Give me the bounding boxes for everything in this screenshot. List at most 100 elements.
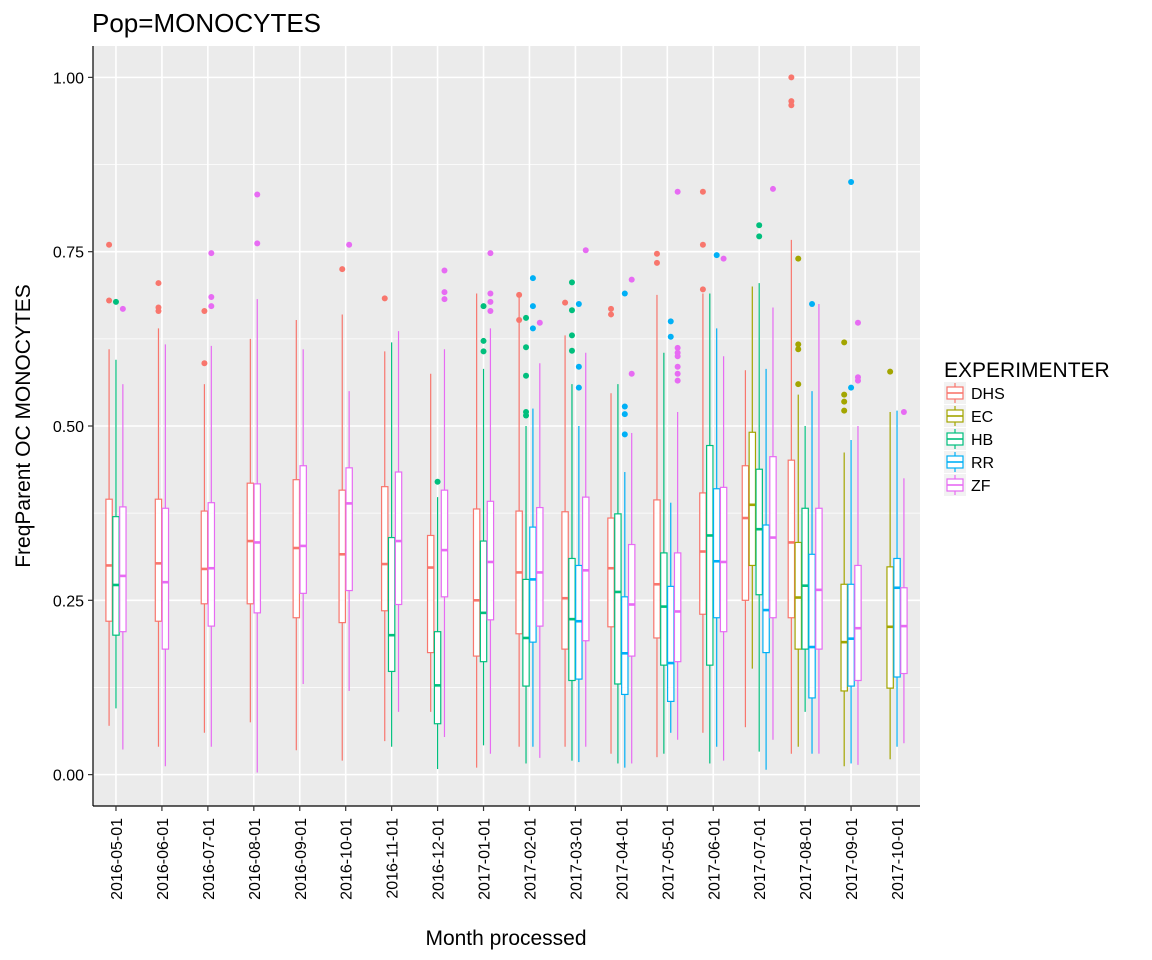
outlier-point bbox=[568, 279, 575, 286]
box-HB-2017-08-01 bbox=[801, 426, 809, 712]
legend-label-EC: EC bbox=[971, 409, 993, 426]
outlier-point bbox=[346, 241, 353, 248]
legend-label-RR: RR bbox=[971, 455, 994, 472]
outlier-point bbox=[441, 296, 448, 303]
legend: EXPERIMENTER DHS EC HB RR ZF bbox=[944, 359, 1110, 496]
outlier-point bbox=[795, 255, 802, 262]
outlier-point bbox=[201, 360, 208, 367]
outlier-point bbox=[523, 314, 530, 321]
box-iqr bbox=[161, 507, 170, 650]
outlier-point bbox=[155, 307, 162, 314]
outlier-point bbox=[516, 291, 523, 298]
box-ZF-2017-01-01 bbox=[486, 250, 495, 754]
outlier-point bbox=[788, 98, 795, 105]
outlier-point bbox=[155, 280, 162, 287]
outlier-point bbox=[887, 368, 894, 375]
box-DHS-2017-04-01 bbox=[607, 305, 615, 754]
outlier-point bbox=[254, 191, 261, 198]
outlier-point bbox=[208, 250, 215, 257]
box-iqr bbox=[840, 583, 848, 692]
x-tick-label: 2016-06-01 bbox=[155, 818, 172, 900]
box-HB-2017-01-01 bbox=[479, 303, 488, 746]
box-ZF-2016-07-01 bbox=[207, 250, 216, 747]
box-iqr bbox=[847, 583, 855, 687]
outlier-point bbox=[756, 222, 763, 229]
x-tick-label: 2017-02-01 bbox=[522, 818, 539, 900]
box-iqr bbox=[660, 552, 668, 666]
outlier-point bbox=[119, 305, 126, 312]
box-HB-2017-03-01 bbox=[568, 279, 576, 761]
box-DHS-2016-12-01 bbox=[426, 373, 435, 712]
box-iqr bbox=[380, 486, 389, 612]
outlier-point bbox=[720, 255, 727, 262]
box-iqr bbox=[529, 526, 537, 643]
outlier-point bbox=[480, 303, 487, 310]
outlier-point bbox=[848, 384, 855, 391]
box-iqr bbox=[801, 507, 809, 650]
box-ZF-2017-06-01 bbox=[719, 255, 728, 761]
box-ZF-2017-02-01 bbox=[536, 319, 544, 758]
box-iqr bbox=[893, 557, 901, 678]
box-iqr bbox=[581, 496, 590, 642]
box-iqr bbox=[105, 498, 113, 622]
box-HB-2016-12-01 bbox=[433, 478, 442, 770]
box-iqr bbox=[387, 536, 396, 673]
box-ZF-2016-06-01 bbox=[161, 344, 170, 767]
outlier-point bbox=[674, 188, 681, 195]
outlier-point bbox=[523, 412, 530, 419]
box-iqr bbox=[627, 543, 636, 657]
box-iqr bbox=[486, 500, 495, 621]
outlier-point bbox=[795, 346, 802, 353]
outlier-point bbox=[575, 300, 582, 307]
legend-item-DHS: DHS bbox=[944, 382, 1005, 404]
outlier-point bbox=[529, 303, 536, 310]
outlier-point bbox=[487, 250, 494, 257]
box-ZF-2017-09-01 bbox=[854, 319, 862, 765]
outlier-point bbox=[653, 259, 660, 266]
x-tick-labels: 2016-05-01 2016-06-01 2016-07-01 2016-08-01… bbox=[109, 806, 907, 900]
x-tick-label: 2017-03-01 bbox=[568, 818, 585, 900]
box-iqr bbox=[440, 489, 449, 598]
outlier-point bbox=[854, 377, 861, 384]
outlier-point bbox=[480, 337, 487, 344]
y-tick-label: 0.00 bbox=[53, 768, 84, 785]
outlier-point bbox=[788, 102, 795, 109]
outlier-point bbox=[529, 275, 536, 282]
legend-title: EXPERIMENTER bbox=[944, 359, 1110, 382]
box-ZF-2017-03-01 bbox=[581, 247, 590, 747]
y-tick-label: 0.75 bbox=[53, 245, 84, 262]
chart-title: Pop=MONOCYTES bbox=[92, 8, 321, 38]
x-tick-label: 2016-12-01 bbox=[431, 818, 448, 900]
box-iqr bbox=[607, 517, 615, 628]
outlier-point bbox=[674, 370, 681, 377]
box-iqr bbox=[653, 499, 661, 639]
y-tick-labels: 0.00 0.25 0.50 0.75 1.00 bbox=[53, 70, 93, 785]
box-iqr bbox=[706, 444, 714, 666]
outlier-point bbox=[841, 339, 848, 346]
box-iqr bbox=[299, 465, 307, 594]
outlier-point bbox=[699, 241, 706, 248]
box-iqr bbox=[699, 492, 707, 615]
box-ZF-2017-10-01 bbox=[900, 409, 908, 744]
box-RR-2017-02-01 bbox=[529, 275, 537, 747]
outlier-point bbox=[381, 295, 388, 302]
x-tick-label: 2017-08-01 bbox=[798, 818, 815, 900]
box-ZF-2016-05-01 bbox=[119, 305, 127, 750]
outlier-point bbox=[621, 290, 628, 297]
legend-items: DHS EC HB RR ZF bbox=[944, 382, 1005, 496]
outlier-point bbox=[487, 298, 494, 305]
box-iqr bbox=[394, 471, 403, 606]
outlier-point bbox=[674, 344, 681, 351]
box-iqr bbox=[119, 506, 127, 633]
x-axis-title: Month processed bbox=[425, 927, 586, 950]
box-iqr bbox=[561, 511, 569, 650]
box-iqr bbox=[741, 465, 750, 601]
x-tick-label: 2017-06-01 bbox=[706, 818, 723, 900]
x-tick-label: 2017-04-01 bbox=[614, 818, 631, 900]
y-tick-label: 0.50 bbox=[53, 419, 84, 436]
outlier-point bbox=[809, 300, 816, 307]
box-iqr bbox=[433, 631, 442, 725]
box-iqr bbox=[472, 508, 481, 657]
box-iqr bbox=[536, 506, 544, 627]
outlier-point bbox=[208, 294, 215, 301]
